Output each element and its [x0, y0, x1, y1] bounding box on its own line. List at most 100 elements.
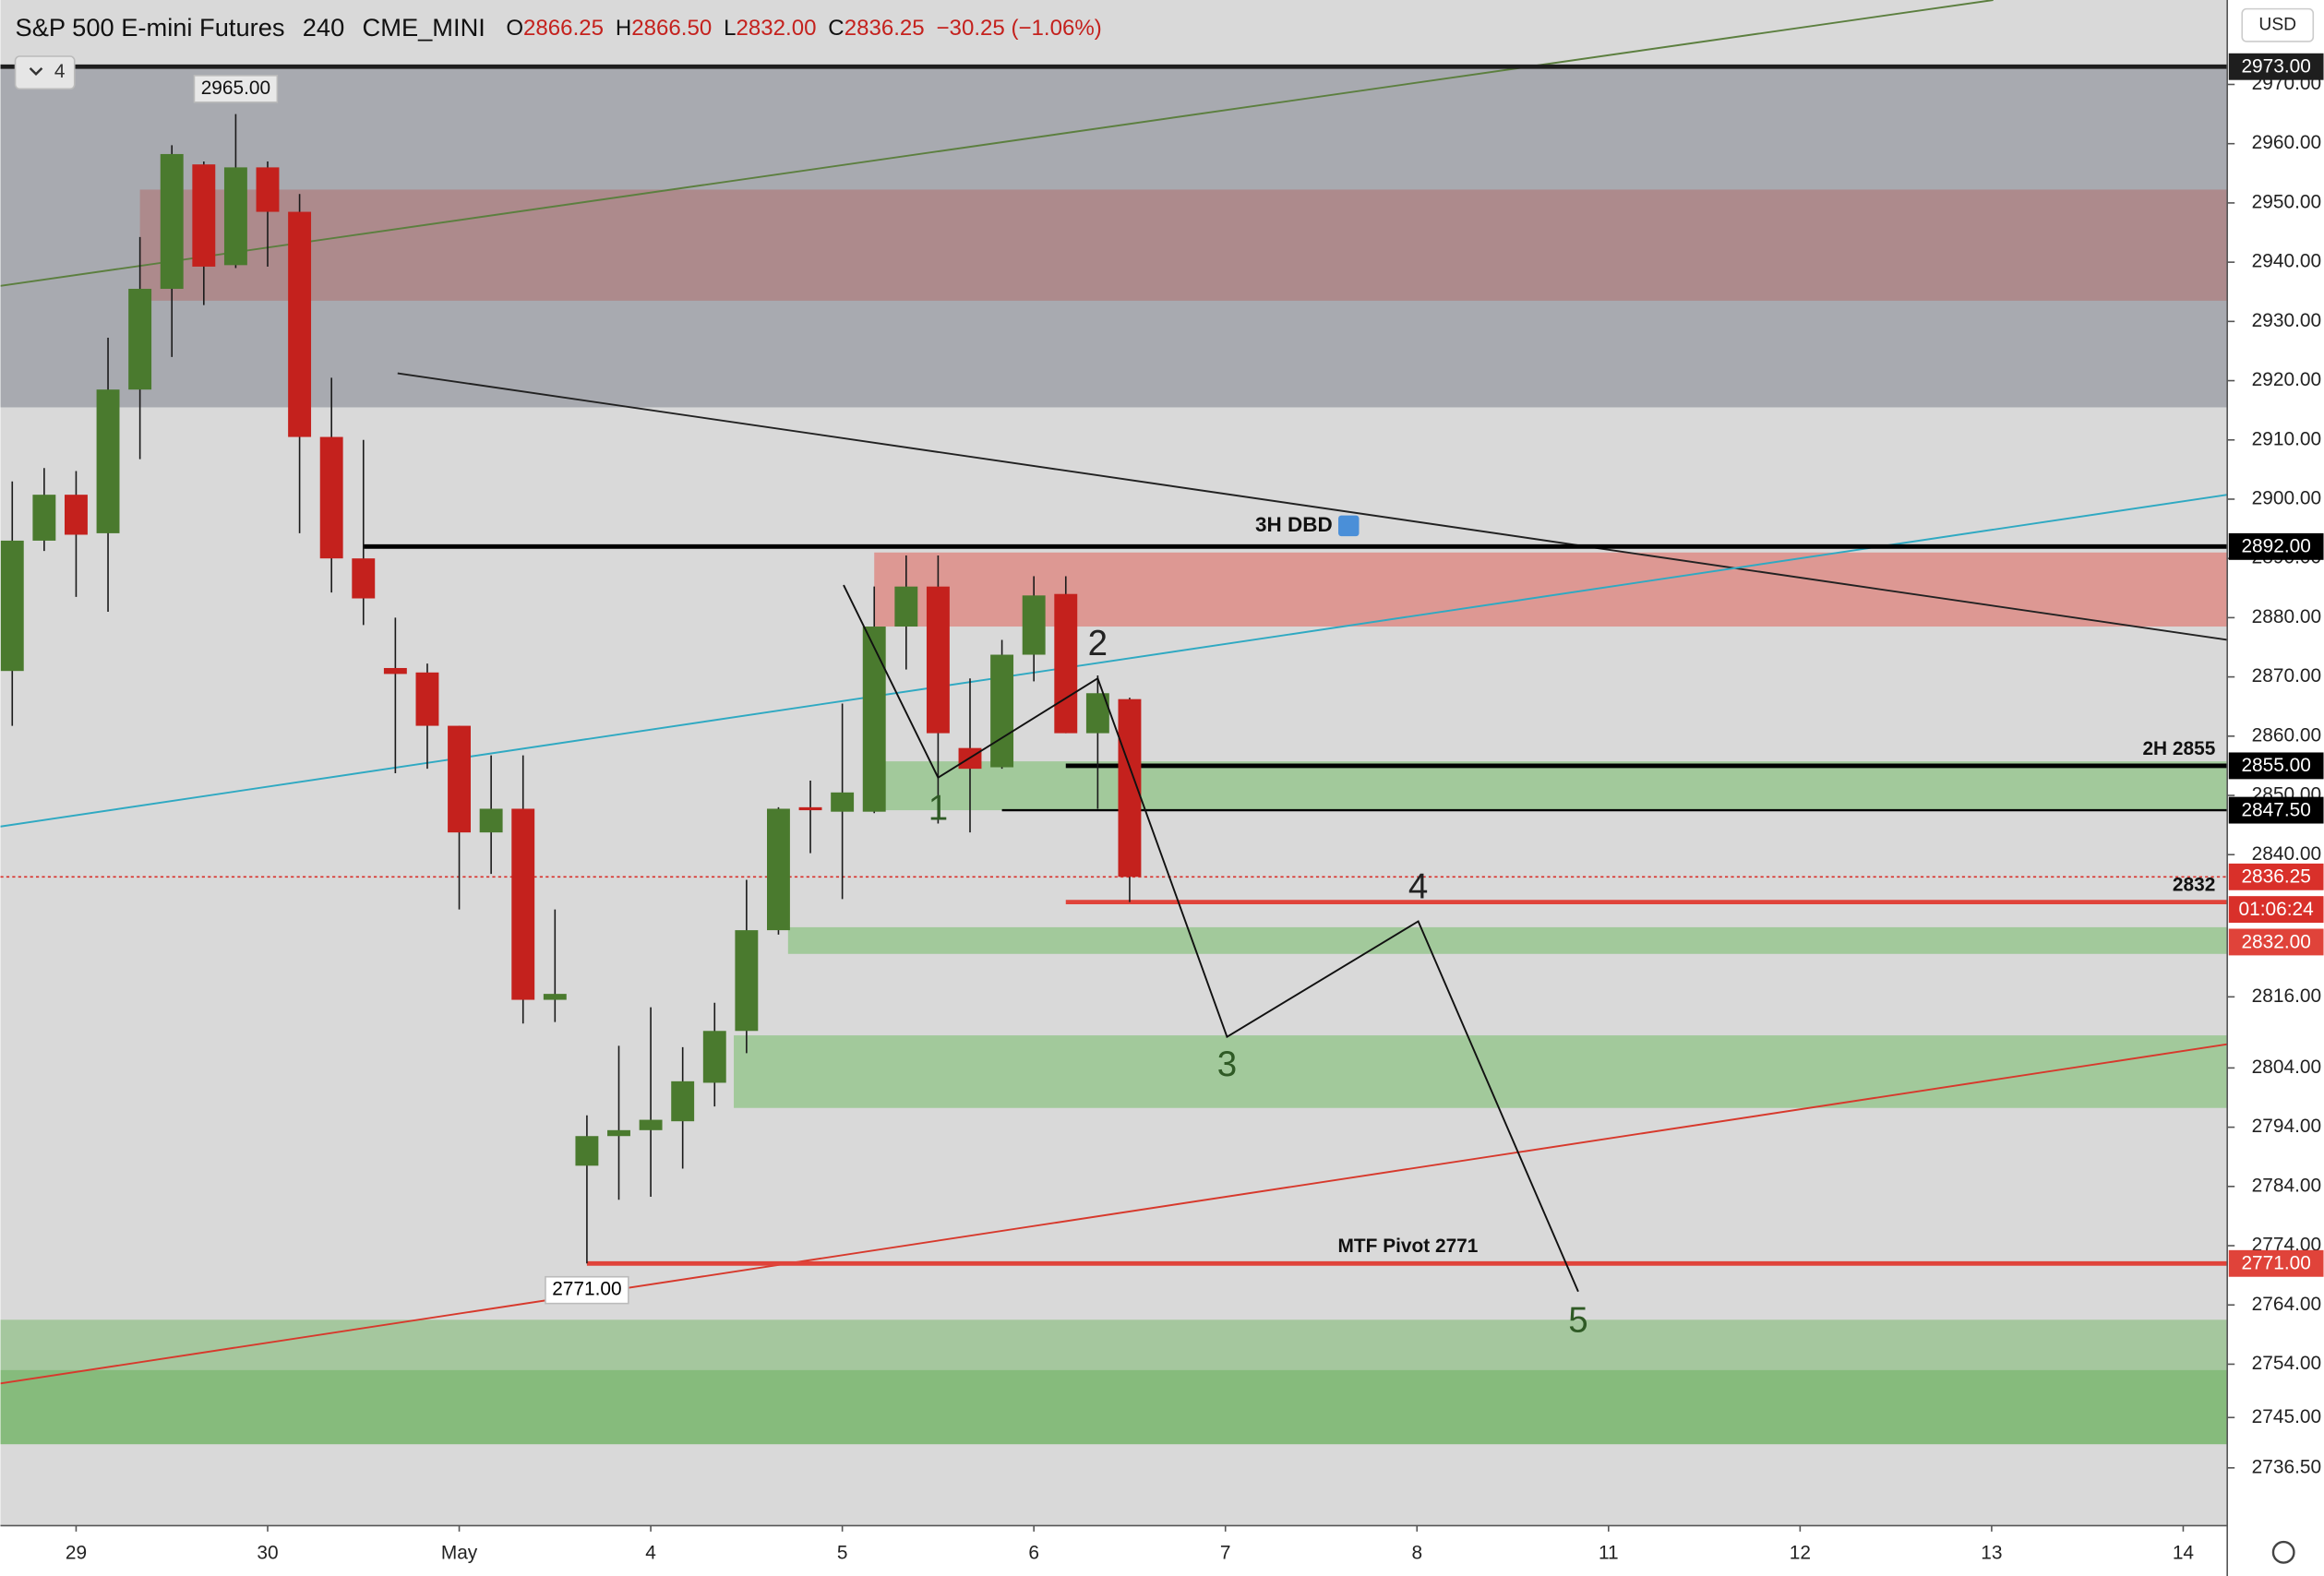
- x-tick-label: 12: [1790, 1542, 1811, 1563]
- annotation-box: [193, 75, 279, 103]
- wave-label: 5: [1568, 1301, 1587, 1341]
- y-tick-label: 2804.00: [2252, 1057, 2321, 1078]
- candle-body: [926, 586, 950, 734]
- zone: [874, 552, 2228, 627]
- y-tick-label: 2816.00: [2252, 985, 2321, 1007]
- candle-body: [1054, 593, 1078, 734]
- trendline: [0, 494, 2228, 828]
- swap-icon: [1338, 515, 1360, 537]
- x-tick-label: 13: [1981, 1542, 2002, 1563]
- y-tick-label: 2840.00: [2252, 843, 2321, 865]
- axis-layer: 2970.002960.002950.002940.002930.002920.…: [66, 53, 2324, 1563]
- candle-body: [575, 1136, 599, 1166]
- candle-body: [32, 495, 56, 541]
- y-tick-label: 2950.00: [2252, 191, 2321, 212]
- y-tick-label: 2860.00: [2252, 724, 2321, 746]
- annotation: 2771.00: [552, 1279, 621, 1300]
- y-tick-label: 2930.00: [2252, 310, 2321, 331]
- candle-body: [543, 994, 567, 1000]
- ohlc-value: 2866.25: [523, 16, 604, 41]
- annotation: 2832: [2173, 874, 2215, 895]
- y-tick-label: 2960.00: [2252, 132, 2321, 153]
- level-label: 2892.00: [2241, 536, 2310, 557]
- candle-body: [1022, 595, 1046, 655]
- ohlc-key: H: [616, 16, 631, 41]
- candle-body: [160, 153, 184, 290]
- candle-body: [223, 167, 247, 266]
- exchange: CME_MINI: [363, 13, 485, 42]
- y-tick-label: 2774.00: [2252, 1235, 2321, 1256]
- trendline: [0, 0, 1994, 287]
- level-label: 2836.25: [2241, 866, 2310, 888]
- candle-body: [319, 436, 343, 559]
- y-tick-label: 2910.00: [2252, 428, 2321, 449]
- indicator-toggle[interactable]: [14, 55, 76, 90]
- x-tick-label: 30: [257, 1542, 278, 1563]
- y-tick-label: 2794.00: [2252, 1116, 2321, 1137]
- interval: 240: [303, 13, 345, 42]
- zone: [734, 1035, 2228, 1108]
- zone: [139, 189, 2228, 301]
- settings-icon[interactable]: [2271, 1540, 2295, 1564]
- trendline: [0, 1043, 2228, 1385]
- candle-body: [128, 289, 152, 390]
- indicator-count: 4: [54, 61, 66, 82]
- level-label: 2771.00: [2241, 1253, 2310, 1274]
- candle-body: [798, 806, 822, 811]
- y-tick-label: 2900.00: [2252, 487, 2321, 508]
- chevron-icon: [29, 66, 43, 76]
- candle-body: [288, 211, 312, 437]
- change: −30.25 (−1.06%): [937, 16, 1102, 41]
- level-label-box: [2228, 1249, 2324, 1277]
- x-tick-label: May: [441, 1542, 478, 1563]
- y-tick-label: 2784.00: [2252, 1175, 2321, 1196]
- y-tick-label: 2764.00: [2252, 1294, 2321, 1315]
- candle-body: [65, 495, 88, 535]
- ohlc-value: 2866.50: [631, 16, 712, 41]
- zone: [0, 1369, 2228, 1445]
- trendline: [397, 372, 2228, 641]
- level-label: 2832.00: [2241, 931, 2310, 952]
- ohlc-value: 2832.00: [736, 16, 816, 41]
- candle-body: [383, 667, 407, 675]
- x-tick-label: 29: [66, 1542, 87, 1563]
- level-label-box: [2228, 532, 2324, 560]
- level-label-box: [2228, 53, 2324, 80]
- symbol-title: S&P 500 E-mini Futures: [16, 13, 285, 42]
- wave-label: 1: [928, 788, 948, 828]
- zone: [874, 761, 2228, 811]
- candle-body: [862, 627, 886, 812]
- candle-body: [831, 792, 855, 812]
- candle-body: [352, 558, 376, 599]
- header: S&P 500 E-mini Futures 240 CME_MINI O2866.2…: [16, 13, 1102, 42]
- y-tick-label: 2870.00: [2252, 665, 2321, 687]
- level-label: 2847.50: [2241, 799, 2310, 820]
- countdown: 01:06:24: [2239, 899, 2314, 920]
- level-label: 2855.00: [2241, 755, 2310, 776]
- candle-body: [256, 167, 280, 212]
- level-label: 2973.00: [2241, 56, 2310, 78]
- currency-button[interactable]: [2241, 7, 2315, 42]
- candle-body: [192, 164, 216, 267]
- candle-body: [671, 1081, 695, 1122]
- candle-body: [894, 586, 918, 627]
- candle-body: [766, 808, 790, 931]
- ohlc-key: O: [506, 16, 523, 41]
- ohlc-key: C: [828, 16, 844, 41]
- y-tick-label: 2754.00: [2252, 1353, 2321, 1374]
- annotation: 3H DBD: [1255, 513, 1333, 536]
- annotation: 2965.00: [201, 78, 270, 99]
- annotation-box: [545, 1275, 629, 1305]
- candle-body: [639, 1119, 663, 1130]
- y-tick-label: 2920.00: [2252, 369, 2321, 390]
- plot-layer: 1 2 3 4 5 3H DBD 2H 2855 2832 MTF Pivot 2771 2965…: [0, 0, 2228, 1445]
- x-tick-label: 6: [1028, 1542, 1039, 1563]
- level-label-box: [2228, 863, 2324, 890]
- y-tick-label: 2880.00: [2252, 606, 2321, 627]
- y-tick-label: 2940.00: [2252, 251, 2321, 272]
- candle-body: [0, 540, 24, 672]
- ohlc-key: L: [724, 16, 736, 41]
- wave-path: [843, 584, 1579, 1293]
